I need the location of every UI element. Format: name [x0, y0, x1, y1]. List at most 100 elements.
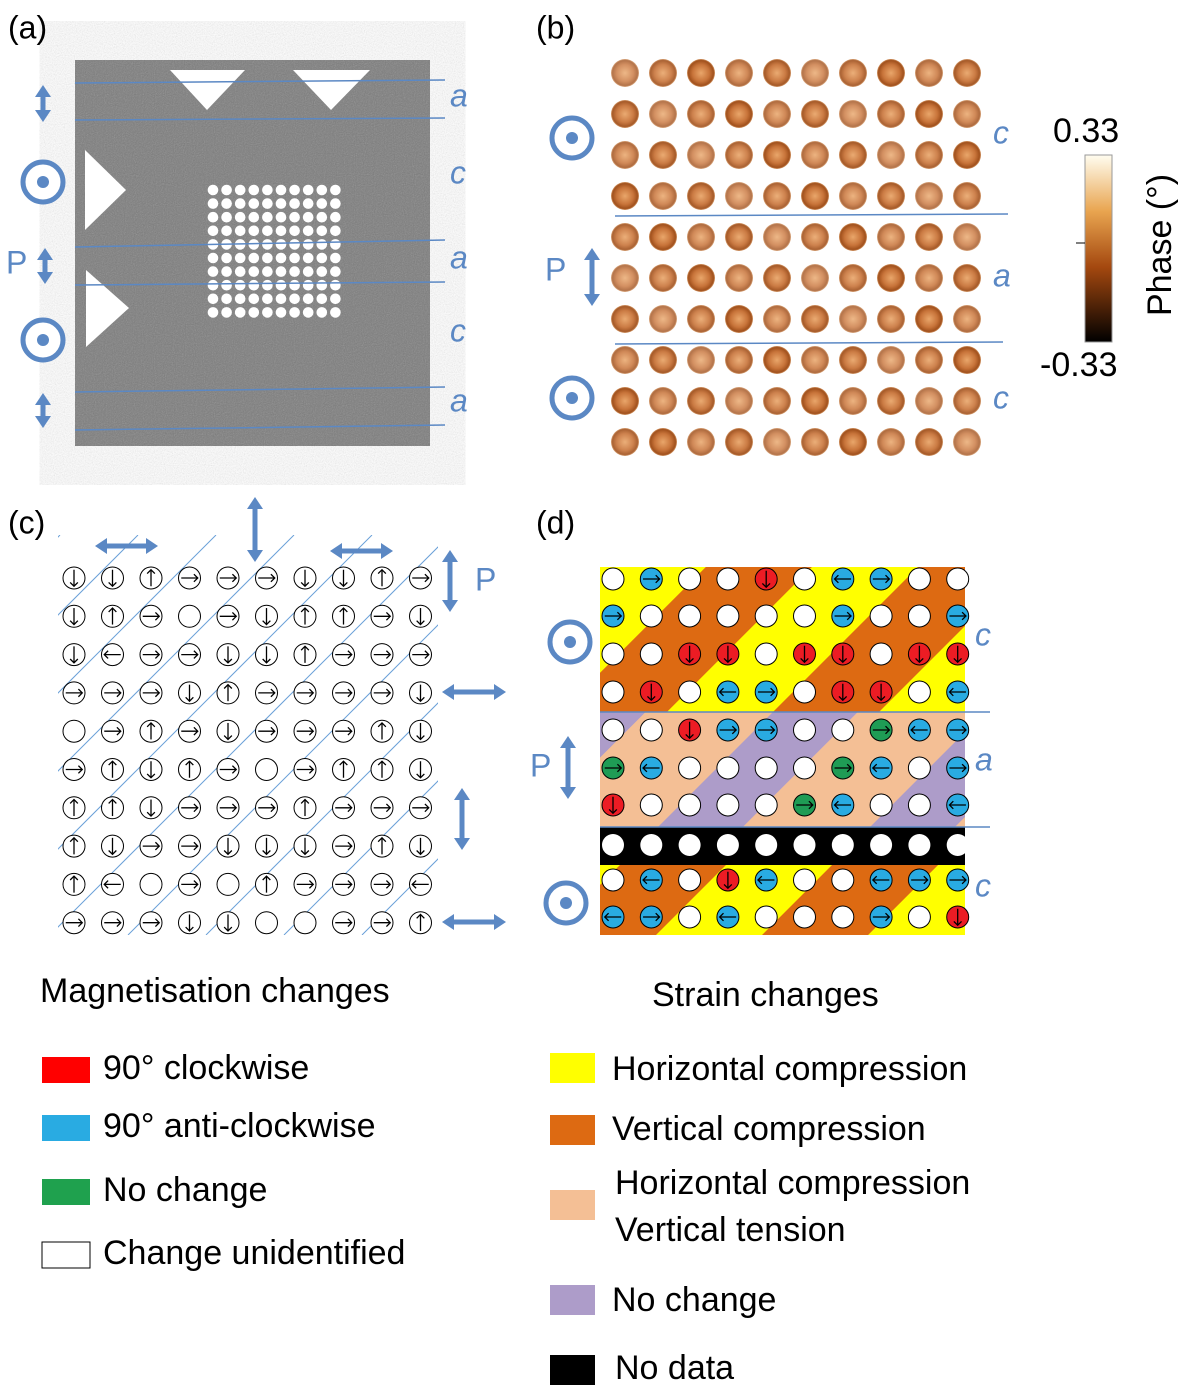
pfm-dot: [725, 346, 753, 374]
polarization-label: P: [545, 251, 566, 287]
pfm-dot: [953, 305, 981, 333]
pillar: [276, 253, 287, 264]
strain-disc: [870, 834, 892, 856]
pfm-dot: [877, 305, 905, 333]
strain-disc: [602, 834, 624, 856]
pillar: [303, 280, 314, 291]
pfm-dot: [763, 264, 791, 292]
pfm-dot: [763, 223, 791, 251]
pillar: [276, 212, 287, 223]
pillar: [289, 226, 300, 237]
legend-swatch: [550, 1053, 595, 1083]
pillar: [235, 226, 246, 237]
pfm-dot: [915, 305, 943, 333]
pillar: [262, 280, 273, 291]
magnet-disc: [179, 605, 201, 627]
pillar: [276, 198, 287, 209]
pillar: [289, 185, 300, 196]
pfm-dot: [877, 100, 905, 128]
pillar: [303, 185, 314, 196]
pfm-dot: [763, 59, 791, 87]
pillar: [330, 253, 341, 264]
legend-item: Change unidentified: [103, 1234, 405, 1272]
legend-item: No data: [615, 1349, 734, 1387]
strain-disc: [717, 757, 739, 779]
pfm-dot: [801, 305, 829, 333]
colorbar-label: 0.33: [1053, 112, 1119, 150]
legend-swatch: [550, 1285, 595, 1315]
panel-label: (d): [536, 504, 575, 540]
pfm-dot: [725, 182, 753, 210]
strain-disc: [679, 605, 701, 627]
pillar: [330, 280, 341, 291]
pillar: [249, 198, 260, 209]
colorbar-title: Phase (°): [1141, 174, 1179, 316]
pillar: [317, 226, 328, 237]
domain-label: c: [993, 114, 1009, 150]
legend-swatch: [42, 1057, 90, 1083]
diagonal-line: [0, 535, 60, 935]
pfm-dot: [953, 428, 981, 456]
polarization-label: P: [530, 747, 551, 783]
pillar: [208, 226, 219, 237]
pfm-dot: [915, 387, 943, 415]
legend-item: Horizontal compression: [615, 1164, 970, 1202]
pfm-dot: [877, 387, 905, 415]
pillar: [303, 307, 314, 318]
pfm-dot: [801, 141, 829, 169]
arrow-head: [442, 684, 454, 700]
domain-label: c: [975, 867, 991, 903]
pillar: [330, 307, 341, 318]
pillar: [249, 294, 260, 305]
strain-disc: [908, 906, 930, 928]
pfm-dot: [611, 264, 639, 292]
arrow-head: [247, 497, 263, 509]
pillar: [330, 226, 341, 237]
pillar: [317, 212, 328, 223]
pillar: [276, 307, 287, 318]
pillar: [235, 307, 246, 318]
pfm-dot: [915, 182, 943, 210]
pillar: [249, 226, 260, 237]
arrow-head: [584, 248, 600, 260]
strain-disc: [794, 568, 816, 590]
pfm-dot: [953, 141, 981, 169]
pfm-dot: [839, 141, 867, 169]
pfm-dot: [725, 428, 753, 456]
pillar: [276, 294, 287, 305]
pfm-dot: [611, 428, 639, 456]
strain-disc: [832, 906, 854, 928]
pfm-dot: [649, 182, 677, 210]
pillar: [289, 294, 300, 305]
strain-disc: [602, 681, 624, 703]
pfm-dot: [725, 100, 753, 128]
strain-disc: [794, 719, 816, 741]
arrow-head: [330, 543, 342, 559]
arrow-head: [442, 550, 458, 562]
pfm-dot: [839, 428, 867, 456]
pfm-dot: [801, 428, 829, 456]
strain-disc: [908, 568, 930, 590]
pfm-dot: [953, 387, 981, 415]
pillar: [249, 212, 260, 223]
pfm-dot: [611, 346, 639, 374]
strain-disc: [679, 794, 701, 816]
strain-disc: [640, 605, 662, 627]
arrow-head: [35, 393, 51, 405]
pfm-dot: [687, 428, 715, 456]
arrow-head: [35, 85, 51, 97]
strain-disc: [908, 757, 930, 779]
pfm-dot: [953, 223, 981, 251]
pfm-dot: [763, 305, 791, 333]
pfm-dot: [611, 59, 639, 87]
pfm-dot: [801, 182, 829, 210]
pfm-dot: [839, 305, 867, 333]
pfm-dot: [725, 223, 753, 251]
pfm-dot: [877, 264, 905, 292]
domain-label: a: [993, 257, 1011, 293]
magnet-disc: [294, 912, 316, 934]
pillar: [303, 212, 314, 223]
pillar: [221, 185, 232, 196]
strain-disc: [794, 869, 816, 891]
arrow-head: [560, 736, 576, 748]
